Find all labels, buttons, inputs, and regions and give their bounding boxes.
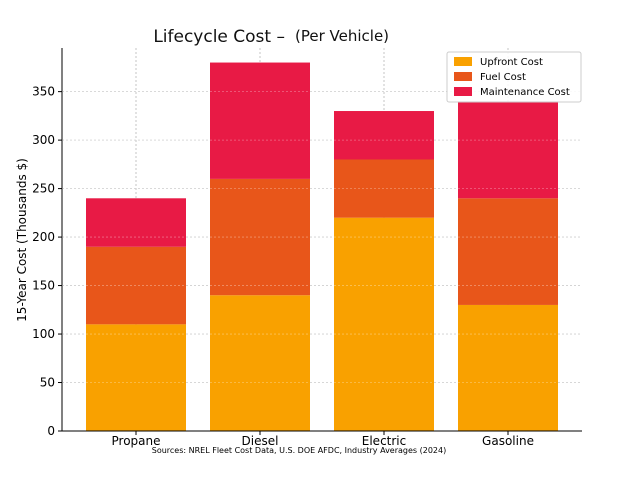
bar-maintenance-cost-electric: [334, 111, 434, 160]
y-ticks: 0 50 100 150 200 250 300 350: [32, 85, 62, 438]
legend-label-upfront-cost: Upfront Cost: [480, 57, 543, 68]
source-note: Sources: NREL Fleet Cost Data, U.S. DOE …: [152, 446, 446, 455]
bar-maintenance-cost-diesel: [210, 62, 310, 179]
legend-swatch-maintenance-cost: [454, 87, 472, 96]
y-tick-label: 200: [32, 230, 55, 244]
chart-title: Lifecycle Cost –: [153, 27, 285, 47]
x-tick-label-gasoline: Gasoline: [482, 434, 534, 448]
x-tick-label-propane: Propane: [112, 434, 161, 448]
legend-swatch-upfront-cost: [454, 57, 472, 66]
legend-swatch-fuel-cost: [454, 72, 472, 81]
y-tick-label: 300: [32, 133, 55, 147]
x-ticks: Propane Diesel Electric Gasoline: [112, 431, 534, 448]
legend-box: [446, 51, 582, 103]
bar-maintenance-cost-propane: [86, 198, 186, 247]
axes: [61, 48, 582, 432]
x-tick-label-diesel: Diesel: [242, 434, 279, 448]
bar-maintenance-cost-gasoline: [458, 101, 558, 199]
legend-label-maintenance-cost: Maintenance Cost: [480, 87, 570, 98]
x-tick-label-electric: Electric: [362, 434, 406, 448]
y-tick-label: 0: [47, 424, 55, 438]
bar-fuel-cost-electric: [334, 159, 434, 218]
bar-upfront-cost-gasoline: [458, 304, 558, 431]
bars-group: [86, 62, 558, 431]
y-axis-label: 15-Year Cost (Thousands $): [15, 158, 29, 322]
bar-fuel-cost-gasoline: [458, 198, 558, 305]
y-tick-label: 50: [40, 376, 55, 390]
bar-upfront-cost-electric: [334, 217, 434, 431]
legend-label-fuel-cost: Fuel Cost: [480, 72, 526, 83]
bar-fuel-cost-diesel: [210, 178, 310, 296]
y-tick-label: 150: [32, 279, 55, 293]
bar-upfront-cost-diesel: [210, 295, 310, 431]
y-tick-label: 350: [32, 85, 55, 99]
y-tick-label: 100: [32, 327, 55, 341]
bar-fuel-cost-propane: [86, 246, 186, 325]
legend: Upfront Cost Fuel Cost Maintenance Cost: [446, 51, 582, 103]
chart-subtitle: (Per Vehicle): [295, 27, 389, 45]
y-tick-label: 250: [32, 182, 55, 196]
bar-upfront-cost-propane: [86, 324, 186, 431]
